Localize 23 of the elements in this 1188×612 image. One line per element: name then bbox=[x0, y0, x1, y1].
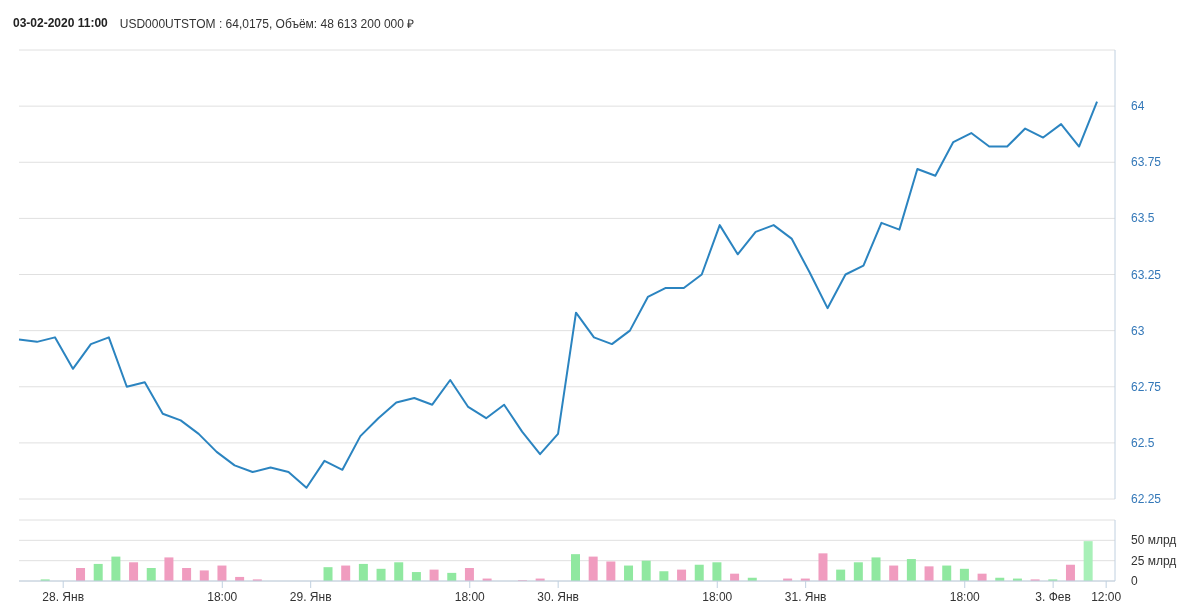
x-tick-label: 28. Янв bbox=[42, 590, 85, 604]
chart-title: 03-02-2020 11:00 bbox=[13, 16, 108, 30]
x-tick-label: 18:00 bbox=[702, 590, 733, 604]
y-tick-label: 63.25 bbox=[1131, 267, 1162, 282]
y-tick-label: 63.75 bbox=[1131, 155, 1162, 170]
x-tick-label: 18:00 bbox=[207, 590, 238, 604]
x-tick-label: 31. Янв bbox=[784, 590, 827, 604]
y-tick-label: 63 bbox=[1131, 323, 1145, 338]
y-tick-label: 0 bbox=[1131, 574, 1138, 588]
y-tick-label: 62.25 bbox=[1131, 492, 1162, 506]
y-tick-label: 50 млрд bbox=[1131, 533, 1177, 548]
y-tick-label: 63.5 bbox=[1131, 211, 1155, 226]
x-tick-label: 30. Янв bbox=[537, 590, 580, 604]
x-tick-label: 12:00 bbox=[1091, 590, 1122, 604]
y-tick-label: 62.5 bbox=[1131, 435, 1155, 450]
chart-subtitle: USD000UTSTOM : 64,0175, Объём: 48 613 200 000 ₽ bbox=[119, 15, 415, 32]
x-tick-label: 29. Янв bbox=[289, 590, 332, 604]
y-tick-label: 64 bbox=[1131, 99, 1145, 114]
x-tick-label: 18:00 bbox=[949, 590, 981, 604]
y-tick-label: 62.75 bbox=[1131, 379, 1162, 394]
x-tick-label: 3. Фев bbox=[1035, 590, 1071, 604]
y-tick-label: 25 млрд bbox=[1131, 553, 1177, 568]
x-tick-label: 18:00 bbox=[454, 590, 486, 604]
